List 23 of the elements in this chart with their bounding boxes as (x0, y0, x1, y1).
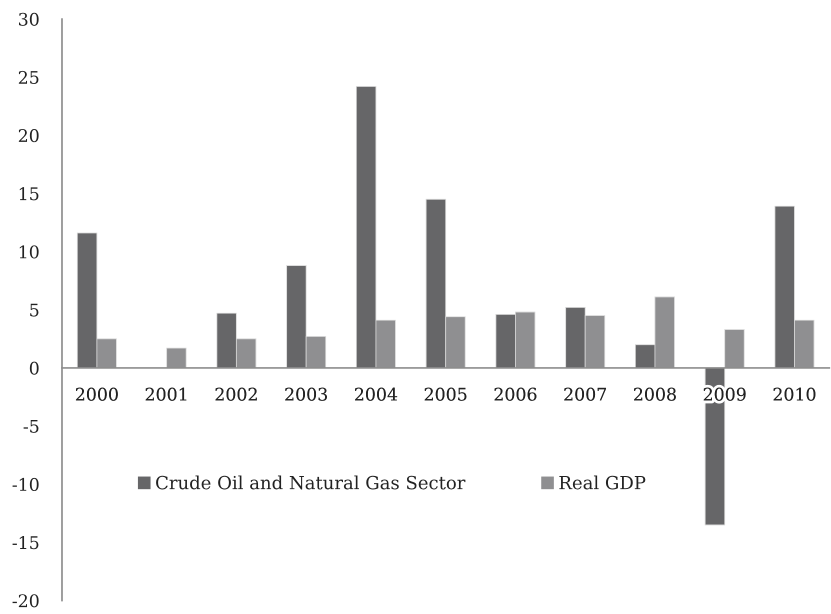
x-tick-label: 2010 (774, 388, 816, 401)
y-tick-label: 20 (18, 129, 39, 142)
x-tick-label: 2005 (424, 388, 466, 401)
x-tick-label: 2001 (146, 388, 186, 401)
legend-label: Crude Oil and Natural Gas Sector (156, 475, 466, 490)
y-tick-label: 5 (30, 304, 38, 317)
x-tick-label: 2006 (494, 388, 536, 401)
y-tick-label: 15 (20, 187, 38, 200)
y-tick-label: -15 (12, 536, 38, 550)
y-tick-label: -5 (24, 420, 38, 433)
y-tick-label: -20 (12, 594, 39, 608)
x-tick-label: 2004 (354, 388, 398, 401)
y-tick-label: 10 (20, 245, 39, 258)
x-tick-label: 2002 (215, 388, 257, 401)
y-tick-label: 25 (18, 70, 38, 84)
y-tick-label: 30 (19, 12, 39, 26)
x-tick-label: 2008 (634, 388, 676, 401)
x-tick-label: 2003 (285, 388, 327, 401)
y-tick-label: 0 (30, 362, 39, 375)
legend-label: Real GDP (559, 475, 646, 490)
y-tick-label: -10 (12, 478, 39, 492)
x-tick-label: 2000 (76, 388, 118, 401)
x-tick-label: 2007 (564, 388, 606, 401)
